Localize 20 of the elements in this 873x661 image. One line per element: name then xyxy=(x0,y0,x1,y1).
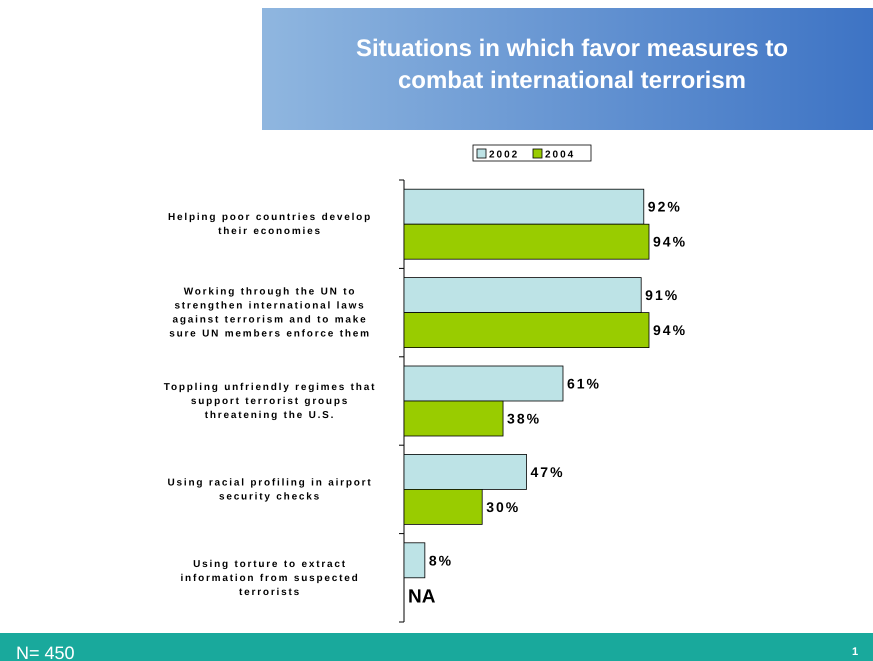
y-tick-label: Working through the UN to strengthen international laws against terrorism and to make sure UN members enforce them xyxy=(169,286,371,340)
data-label: 47% xyxy=(530,464,565,480)
y-tick-label: Toppling unfriendly regimes that support terrorist groups threatening the U.S. xyxy=(164,382,376,421)
text: 1 xyxy=(852,646,858,658)
legend-label: 2004 xyxy=(545,150,576,160)
text: NA xyxy=(408,586,436,608)
data-label: 94% xyxy=(653,322,688,338)
chart-title: Situations in which favor measures to combat international terrorism xyxy=(356,35,788,94)
data-label: 38% xyxy=(507,410,542,426)
y-tick-label: Using torture to extract information from suspected terrorists xyxy=(180,558,360,598)
y-tick-label: Using racial profiling in airport security checks xyxy=(168,477,372,502)
data-label: 94% xyxy=(653,234,688,250)
data-label: 92% xyxy=(648,198,682,215)
legend-label: 2002 xyxy=(489,150,520,160)
data-label: 61% xyxy=(566,376,602,392)
data-label: 91% xyxy=(645,287,680,304)
data-label: 8% xyxy=(428,552,454,568)
data-label: 30% xyxy=(486,498,520,515)
text: N= 450 xyxy=(16,643,75,661)
y-tick-label: Helping poor countries develop their economies xyxy=(168,212,372,238)
